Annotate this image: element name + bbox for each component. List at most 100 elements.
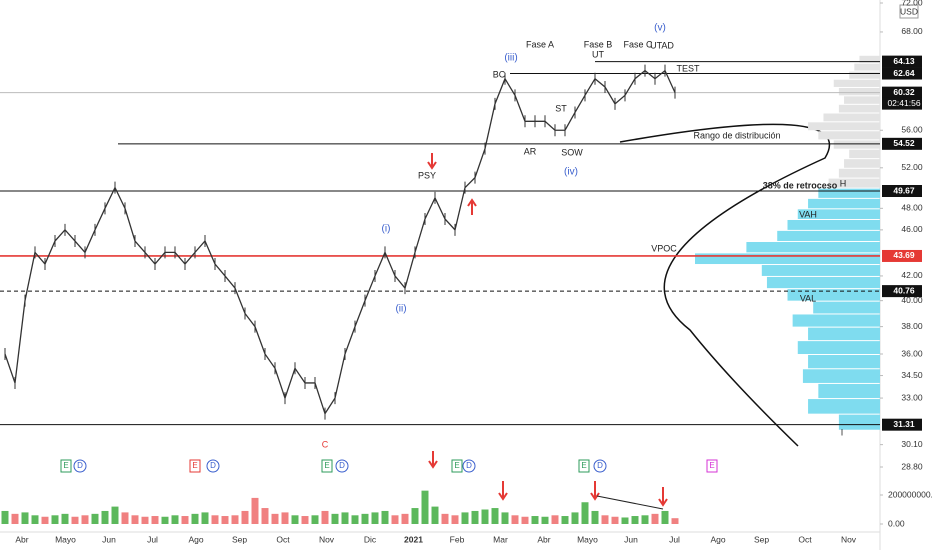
x-tick-label: Jul (147, 534, 158, 544)
annotation: SOW (561, 147, 583, 157)
volume-bar (221, 516, 229, 524)
y-tick-label: 42.00 (901, 270, 923, 280)
event-label: D (77, 461, 83, 470)
currency-box (899, 4, 919, 19)
x-tick-label: Feb (450, 534, 465, 544)
x-tick-label: Nov (319, 534, 335, 544)
volume-bar (581, 502, 589, 524)
volume-bar (171, 515, 179, 524)
profile-bar (818, 383, 880, 399)
volume-bar (181, 516, 189, 524)
volume-bar (571, 512, 579, 524)
volume-bar (661, 510, 669, 524)
volume-bar (531, 516, 539, 524)
event-circle (335, 459, 349, 473)
profile-bar (813, 301, 880, 314)
volume-bar (481, 509, 489, 524)
arrow (498, 481, 508, 501)
profile-bar (828, 178, 880, 188)
annotation: PSY (418, 170, 436, 180)
profile-bar (838, 87, 880, 96)
annotation: VAL (800, 293, 816, 303)
volume-bar (71, 516, 79, 524)
event-label: E (192, 461, 197, 470)
volume-bar (241, 510, 249, 524)
event-box (578, 459, 590, 473)
profile-curve (619, 123, 831, 447)
volume-bar (401, 513, 409, 524)
profile-bar (818, 131, 880, 140)
profile-bar (838, 168, 880, 178)
event-circle (462, 459, 476, 473)
y-tick-label: 56.00 (901, 125, 923, 135)
volume-bar (271, 513, 279, 524)
price-line (4, 69, 676, 416)
profile-bar (844, 96, 880, 104)
volume-bar (301, 516, 309, 524)
volume-bar (231, 515, 239, 524)
volume-bar (41, 516, 49, 524)
profile-bar (849, 149, 880, 159)
volume-bar (501, 512, 509, 524)
volume-bar (511, 515, 519, 524)
volume-bar (51, 515, 59, 524)
annotation: (ii) (395, 304, 406, 315)
volume-bar (641, 515, 649, 524)
annotation: (i) (382, 224, 391, 235)
x-tick-label: Mar (493, 534, 508, 544)
profile-bar (808, 198, 880, 209)
level-label: 40.76 (893, 285, 915, 295)
volume-bar (541, 516, 549, 524)
arrow (590, 481, 600, 501)
profile-bar (792, 314, 880, 327)
x-tick-label: Abr (15, 534, 28, 544)
volume-bar (291, 515, 299, 524)
level-label-box (882, 67, 922, 80)
event-box (60, 459, 72, 473)
volume-bar (391, 515, 399, 524)
event-box (451, 459, 463, 473)
annotation: ST (555, 103, 567, 113)
event-label: D (597, 461, 603, 470)
volume-bar (561, 516, 569, 524)
x-tick-label: Sep (754, 534, 769, 544)
x-tick-label: Oct (798, 534, 812, 544)
profile-bar (844, 159, 880, 168)
profile-bar (761, 265, 880, 276)
level-label: 54.52 (893, 138, 915, 148)
annotation: Fase A (526, 39, 554, 49)
y-tick-label: 68.00 (901, 26, 923, 36)
volume-bar (621, 517, 629, 524)
x-tick-label: Dic (364, 534, 377, 544)
level-label: 49.67 (893, 185, 915, 195)
volume-bar (321, 510, 329, 524)
x-tick-label: Nov (841, 534, 857, 544)
volume-bar (281, 512, 289, 524)
annotation: VAH (799, 209, 817, 219)
volume-bar (31, 515, 39, 524)
volume-bar (341, 512, 349, 524)
volume-bar (1, 510, 9, 524)
level-label-box (882, 418, 922, 431)
profile-bar (746, 242, 880, 253)
profile-bar (808, 399, 880, 414)
annotation: VPOC (651, 243, 677, 253)
volume-bar (11, 513, 19, 524)
volume-bar (121, 512, 129, 524)
annotation: Fase C (623, 39, 653, 49)
volume-bar (651, 513, 659, 524)
level-label-box (882, 137, 922, 150)
event-label: E (709, 461, 714, 470)
profile-bar (838, 104, 880, 113)
profile-bar (808, 355, 880, 369)
profile-bar (833, 79, 880, 87)
event-box (321, 459, 333, 473)
profile-bar (859, 55, 880, 63)
y-tick-label: 34.50 (901, 370, 923, 380)
x-tick-label: Sep (232, 534, 247, 544)
volume-bar (111, 506, 119, 524)
volume-bar (151, 516, 159, 524)
annotation: H (840, 178, 847, 188)
volume-bar (431, 506, 439, 524)
